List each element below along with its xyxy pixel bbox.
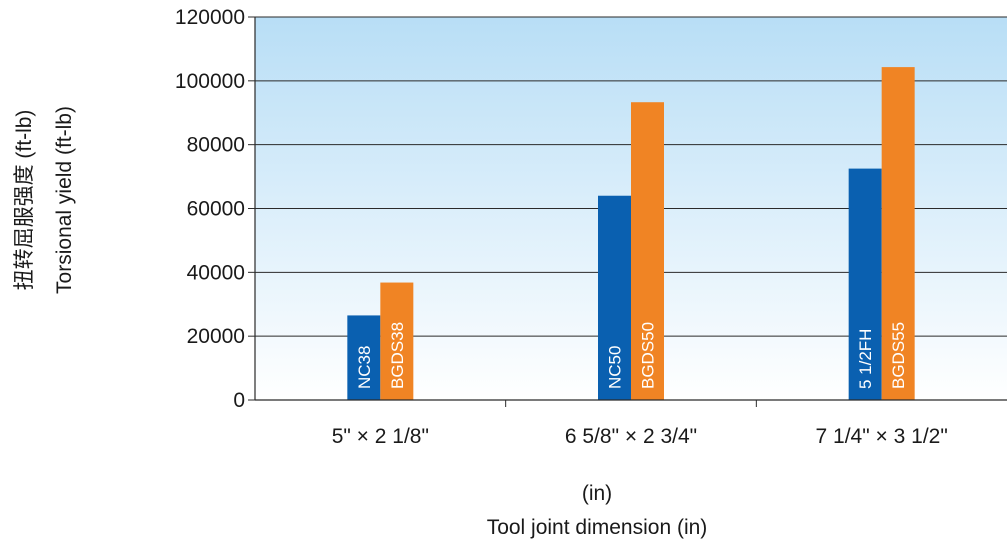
bar-label: BGDS38 bbox=[388, 322, 407, 389]
y-tick-label: 60000 bbox=[187, 198, 245, 221]
bars bbox=[347, 67, 915, 401]
bar bbox=[380, 282, 414, 400]
y-tick-label: 20000 bbox=[187, 325, 245, 348]
y-tick-label: 100000 bbox=[175, 70, 245, 93]
bar-label: NC50 bbox=[606, 346, 625, 389]
bar-label: 5 1/2FH bbox=[856, 329, 875, 389]
labels: 0 20000 40000 60000 80000 100000 120000 5" × 2 … bbox=[13, 6, 948, 539]
y-tick-label: 80000 bbox=[187, 134, 245, 157]
category-label: 7 1/4" × 3 1/2" bbox=[816, 425, 948, 448]
axes bbox=[248, 16, 1007, 407]
bar-label: BGDS50 bbox=[639, 322, 658, 389]
y-tick-label: 40000 bbox=[187, 261, 245, 284]
bar bbox=[848, 168, 882, 400]
bar-label: BGDS55 bbox=[889, 322, 908, 389]
y-axis-title: 扭转屈服强度 (ft-lb) bbox=[13, 110, 36, 291]
category-label: 5" × 2 1/8" bbox=[332, 425, 429, 448]
y-tick-label: 120000 bbox=[175, 6, 245, 29]
bar bbox=[598, 195, 631, 400]
x-axis-title: Tool joint dimension (in) bbox=[487, 516, 708, 539]
bar bbox=[347, 315, 381, 400]
y-tick-label: 0 bbox=[233, 389, 245, 412]
bar bbox=[881, 67, 915, 401]
y-axis-title: Torsional yield (ft-lb) bbox=[53, 106, 76, 294]
bar bbox=[631, 102, 664, 400]
category-label: 6 5/8" × 2 3/4" bbox=[565, 425, 697, 448]
x-axis-unit: (in) bbox=[582, 482, 612, 505]
bar-label: NC38 bbox=[355, 346, 374, 389]
